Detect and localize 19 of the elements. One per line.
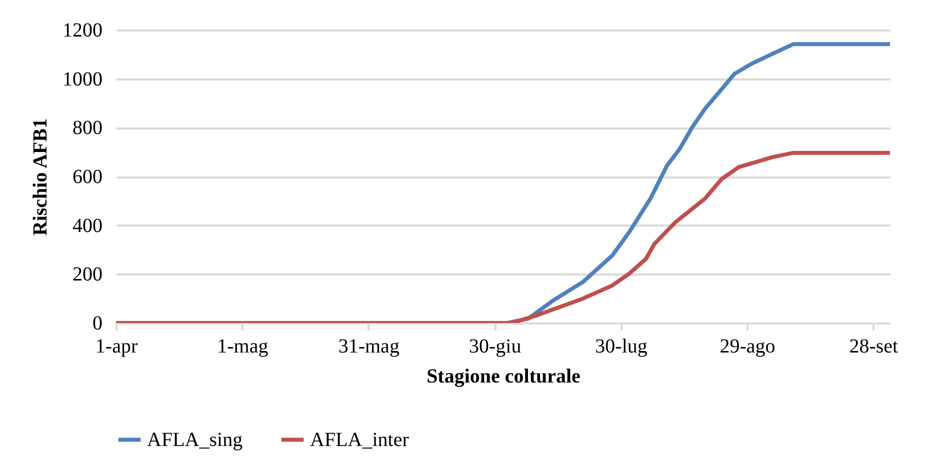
y-tick-label: 200 [72,264,102,286]
y-tick-label: 800 [72,117,102,140]
x-axis-title: Stagione colturale [426,366,581,388]
x-tick-label: 1-apr [95,336,138,358]
x-tick-label: 30-lug [595,336,648,358]
legend-label: AFLA_sing [147,428,243,451]
x-tick-label: 31-mag [338,336,400,358]
y-tick-label: 1200 [62,20,102,42]
y-tick-label: 0 [92,312,102,334]
y-tick-label: 400 [72,214,102,237]
y-axis-title: Rischio AFB1 [30,118,52,236]
y-tick-label: 1000 [62,68,102,90]
legend-label: AFLA_inter [310,428,410,451]
y-tick-label: 600 [72,166,102,188]
line-series [116,150,890,323]
x-tick-label: 29-ago [720,336,776,358]
x-tick-label: 1-mag [217,336,268,358]
x-tick-label: 28-set [849,336,899,358]
x-tick-label: 30-giu [468,336,522,358]
